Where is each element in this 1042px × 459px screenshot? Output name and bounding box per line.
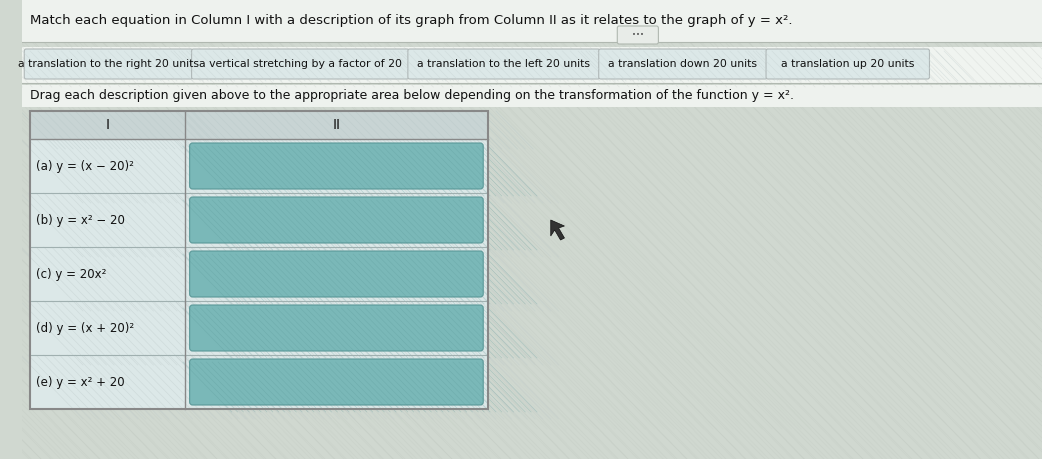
Text: a vertical stretching by a factor of 20: a vertical stretching by a factor of 20 (199, 59, 402, 69)
FancyBboxPatch shape (184, 355, 488, 409)
FancyBboxPatch shape (184, 301, 488, 355)
FancyBboxPatch shape (190, 251, 483, 297)
FancyBboxPatch shape (617, 26, 659, 44)
FancyBboxPatch shape (30, 247, 184, 301)
FancyBboxPatch shape (190, 359, 483, 405)
FancyBboxPatch shape (190, 197, 483, 243)
Text: Match each equation in Column I with a description of its graph from Column II a: Match each equation in Column I with a d… (30, 14, 793, 27)
FancyBboxPatch shape (407, 49, 600, 79)
FancyBboxPatch shape (30, 193, 184, 247)
FancyBboxPatch shape (599, 49, 767, 79)
FancyBboxPatch shape (30, 301, 184, 355)
Text: a translation to the right 20 units: a translation to the right 20 units (18, 59, 199, 69)
FancyBboxPatch shape (190, 305, 483, 351)
Text: (e) y = x² + 20: (e) y = x² + 20 (36, 375, 125, 388)
Text: (b) y = x² − 20: (b) y = x² − 20 (36, 213, 125, 226)
Text: a translation up 20 units: a translation up 20 units (782, 59, 915, 69)
FancyBboxPatch shape (22, 85, 1042, 107)
Text: (d) y = (x + 20)²: (d) y = (x + 20)² (36, 321, 134, 335)
Text: (c) y = 20x²: (c) y = 20x² (36, 268, 106, 280)
Text: I: I (105, 118, 109, 132)
Text: •••: ••• (631, 32, 644, 38)
FancyBboxPatch shape (30, 355, 184, 409)
FancyBboxPatch shape (22, 47, 1042, 83)
FancyBboxPatch shape (24, 49, 193, 79)
Text: a translation down 20 units: a translation down 20 units (609, 59, 758, 69)
FancyBboxPatch shape (22, 0, 1042, 42)
FancyBboxPatch shape (184, 193, 488, 247)
FancyBboxPatch shape (766, 49, 929, 79)
FancyBboxPatch shape (30, 139, 184, 193)
Text: Drag each description given above to the appropriate area below depending on the: Drag each description given above to the… (30, 89, 794, 102)
FancyBboxPatch shape (190, 143, 483, 189)
FancyBboxPatch shape (30, 111, 184, 139)
Text: II: II (332, 118, 341, 132)
FancyBboxPatch shape (184, 139, 488, 193)
FancyBboxPatch shape (184, 111, 488, 139)
Text: (a) y = (x − 20)²: (a) y = (x − 20)² (36, 159, 133, 173)
FancyBboxPatch shape (184, 247, 488, 301)
Text: a translation to the left 20 units: a translation to the left 20 units (417, 59, 590, 69)
FancyBboxPatch shape (192, 49, 408, 79)
Polygon shape (551, 220, 565, 240)
